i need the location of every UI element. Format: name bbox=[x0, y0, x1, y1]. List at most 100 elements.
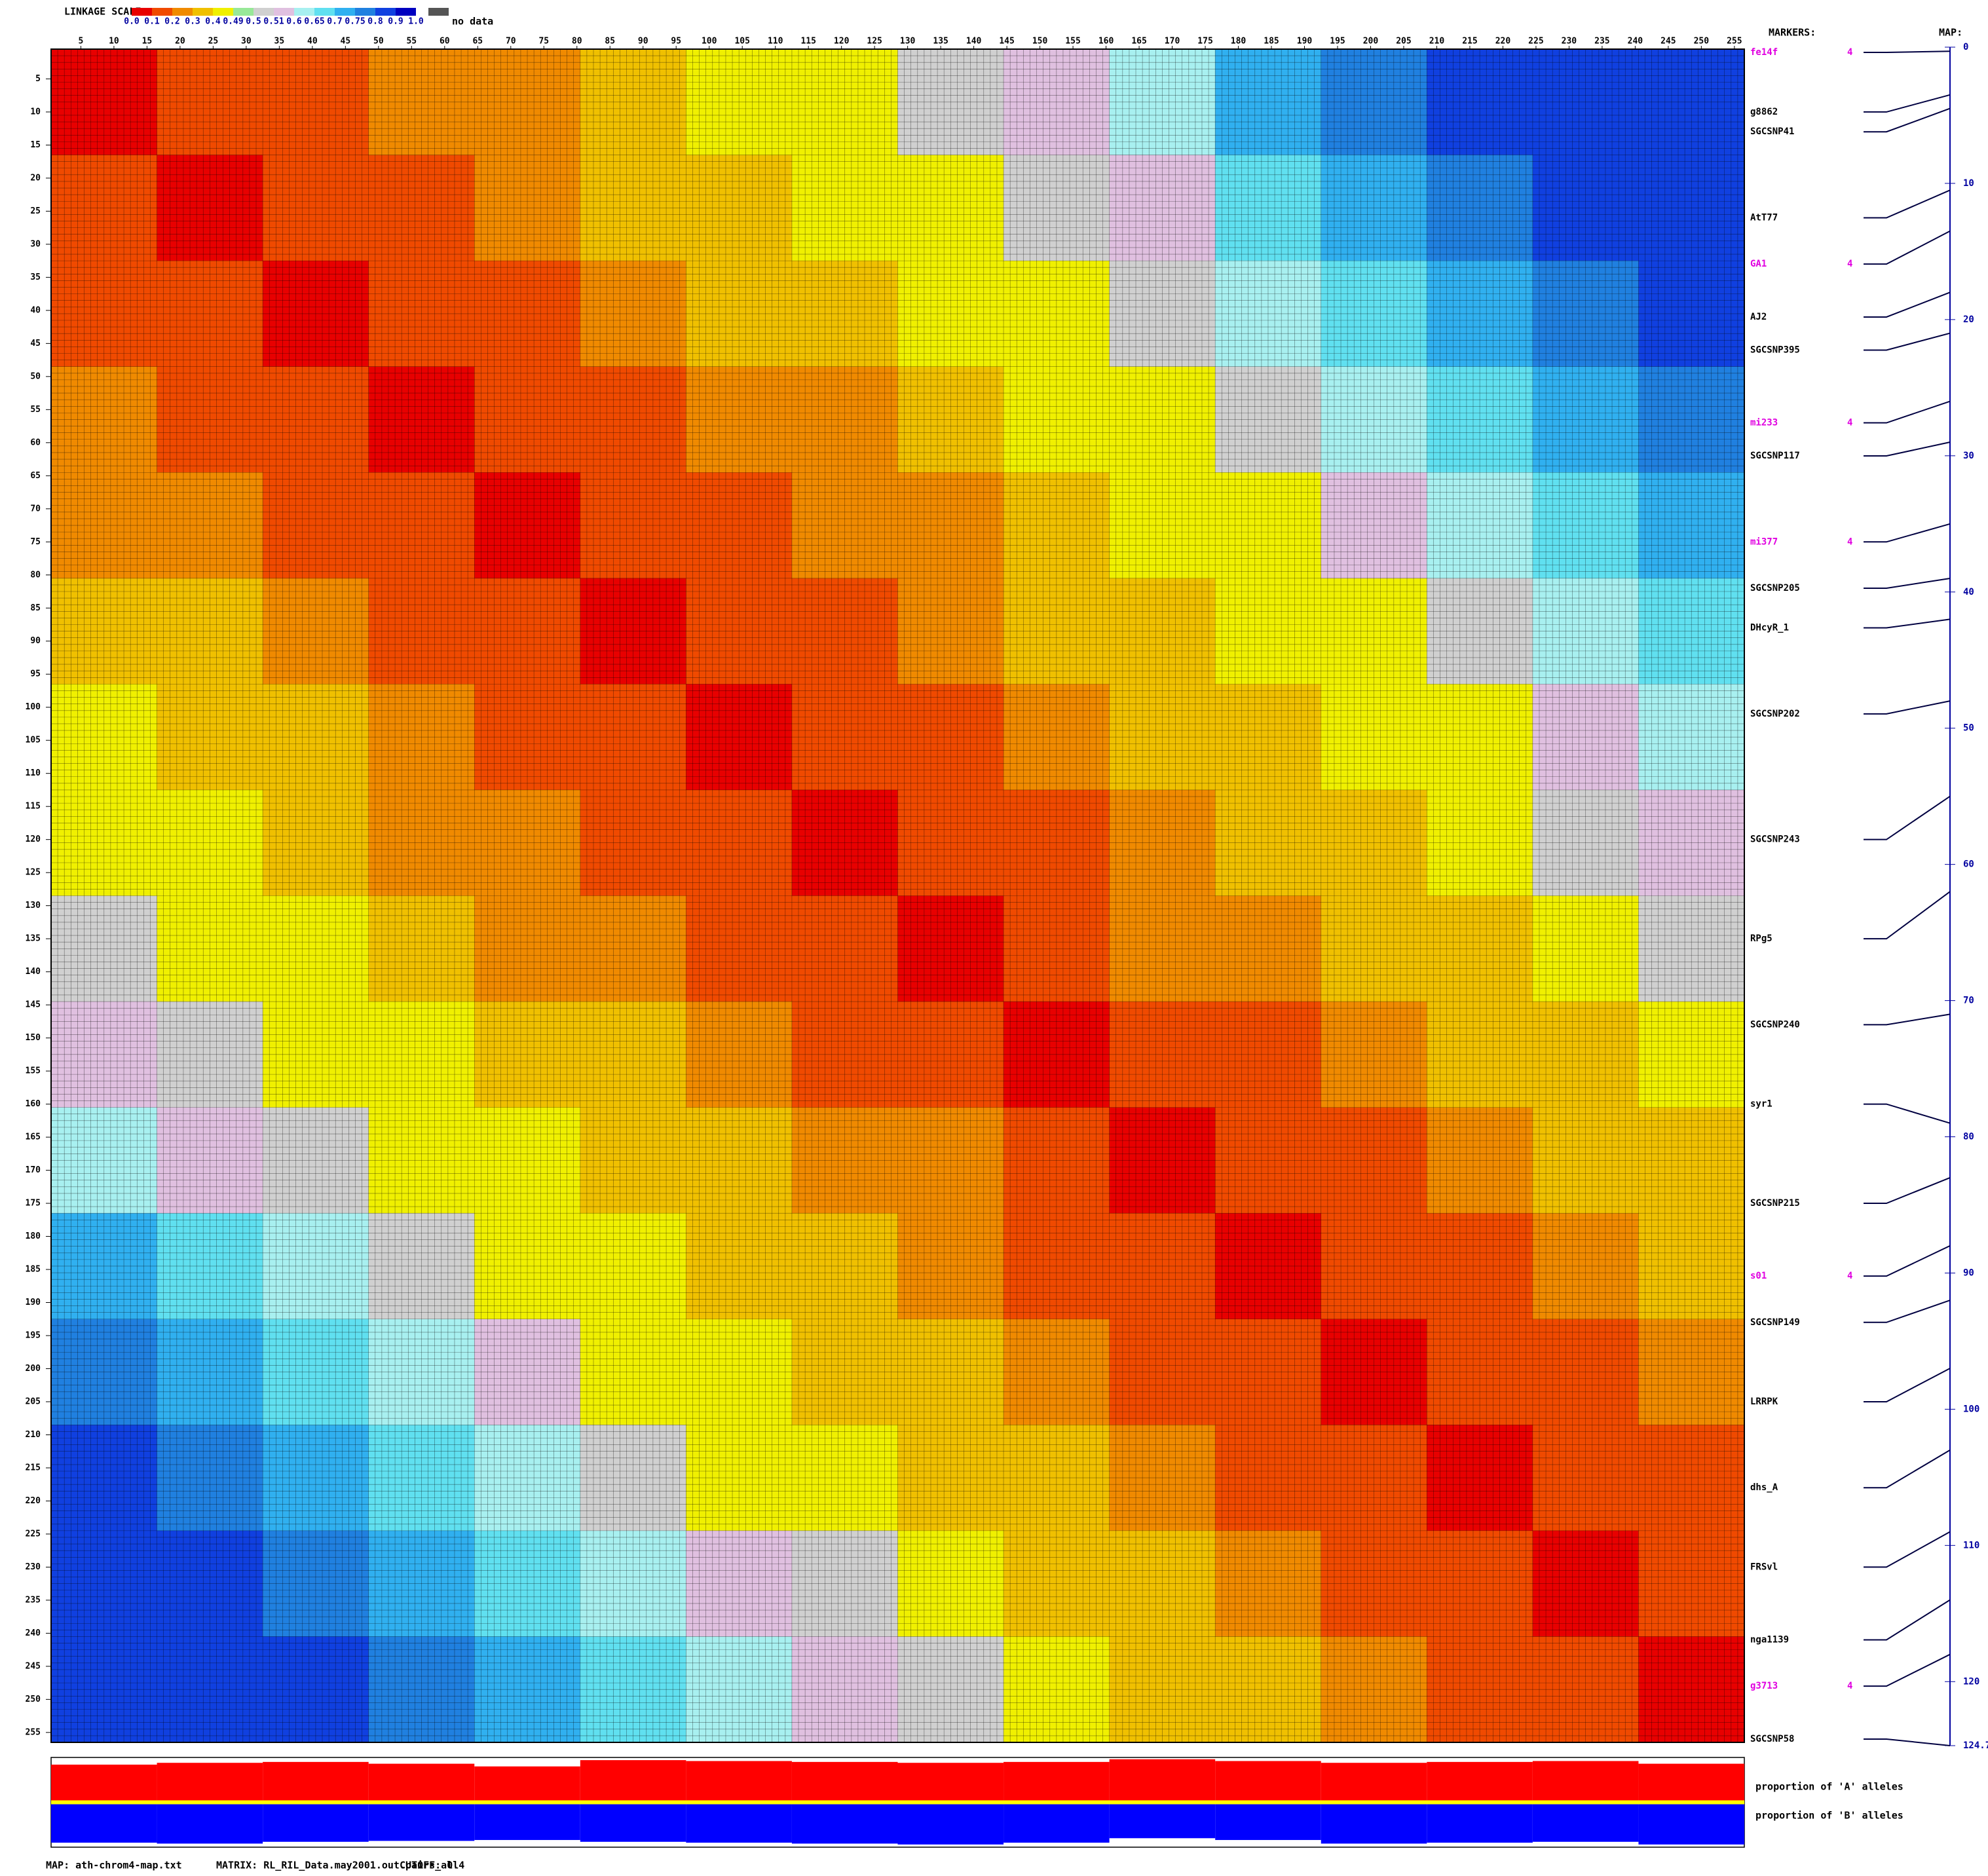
cutoff: CUTOFF: 0.4 bbox=[400, 1860, 464, 1871]
marker-name: DHcyR_1 bbox=[1750, 623, 1789, 633]
y-tick-label: 80 bbox=[30, 570, 41, 580]
map-tick-label: 20 bbox=[1963, 314, 1974, 325]
y-tick-label: 210 bbox=[26, 1430, 41, 1440]
y-tick-label: 25 bbox=[30, 206, 41, 216]
allele-b-bar bbox=[157, 1802, 263, 1844]
map-link bbox=[1864, 1013, 1951, 1026]
x-tick-label: 200 bbox=[1363, 37, 1379, 47]
x-tick-label: 35 bbox=[274, 37, 285, 47]
y-tick-label: 185 bbox=[26, 1265, 41, 1275]
scale-swatch bbox=[193, 8, 213, 16]
allele-b-bar bbox=[897, 1802, 1004, 1845]
y-tick-label: 140 bbox=[26, 967, 41, 977]
matrix-file: MATRIX: RL_RIL_Data.may2001.out.pairs_al… bbox=[216, 1860, 459, 1871]
allele-a-bar bbox=[1321, 1763, 1427, 1803]
map-link bbox=[1864, 1300, 1951, 1323]
y-tick-label: 170 bbox=[26, 1165, 41, 1175]
marker-name: g8862 bbox=[1750, 107, 1778, 117]
allele-a-bar bbox=[1215, 1761, 1321, 1803]
y-tick-label: 115 bbox=[26, 802, 41, 812]
y-tick-label: 130 bbox=[26, 901, 41, 910]
scale-label: 0.75 bbox=[345, 17, 365, 27]
x-tick-label: 100 bbox=[702, 37, 717, 47]
allele-b-bar bbox=[1109, 1802, 1216, 1839]
map-link bbox=[1864, 50, 1951, 54]
allele-b-bar bbox=[1638, 1802, 1744, 1845]
y-tick-label: 20 bbox=[30, 173, 41, 183]
y-tick-label: 150 bbox=[26, 1033, 41, 1043]
map-tick-label: 100 bbox=[1963, 1404, 1979, 1414]
x-tick-label: 250 bbox=[1694, 37, 1710, 47]
scale-label: 0.7 bbox=[327, 17, 342, 27]
scale-title: LINKAGE SCALE: bbox=[64, 6, 147, 18]
y-tick-label: 105 bbox=[26, 736, 41, 745]
map-link bbox=[1864, 700, 1951, 715]
a-label: proportion of 'A' alleles bbox=[1755, 1781, 1904, 1793]
x-tick-label: 115 bbox=[800, 37, 816, 47]
x-tick-label: 165 bbox=[1131, 37, 1146, 47]
y-tick-label: 10 bbox=[30, 107, 41, 117]
allele-a-bar bbox=[897, 1763, 1004, 1803]
y-tick-label: 190 bbox=[26, 1298, 41, 1307]
x-tick-label: 135 bbox=[933, 37, 948, 47]
y-tick-label: 255 bbox=[26, 1727, 41, 1737]
y-tick-label: 205 bbox=[26, 1397, 41, 1406]
marker-name: s01 bbox=[1750, 1271, 1767, 1281]
allele-b-bar bbox=[263, 1802, 369, 1842]
map-link bbox=[1864, 441, 1951, 457]
scale-swatch bbox=[274, 8, 294, 16]
map-link bbox=[1864, 189, 1951, 219]
x-tick-label: 215 bbox=[1462, 37, 1477, 47]
map-link bbox=[1864, 618, 1951, 629]
scale-label: 0.51 bbox=[263, 17, 284, 27]
marker-name: AJ2 bbox=[1750, 312, 1767, 322]
scale-label: 0.3 bbox=[185, 17, 200, 27]
allele-b-bar bbox=[1532, 1802, 1639, 1842]
y-tick-label: 155 bbox=[26, 1066, 41, 1076]
x-tick-label: 70 bbox=[506, 37, 516, 47]
map-tick-label: 110 bbox=[1963, 1540, 1979, 1550]
map-tick-label: 0 bbox=[1963, 42, 1968, 52]
scale-label: 1.0 bbox=[408, 17, 424, 27]
x-tick-label: 95 bbox=[671, 37, 681, 47]
x-tick-label: 50 bbox=[373, 37, 384, 47]
scale-label: 0.65 bbox=[304, 17, 324, 27]
scale-swatch bbox=[375, 8, 396, 16]
allele-a-bar bbox=[1638, 1763, 1744, 1803]
allele-b-bar bbox=[1003, 1802, 1110, 1843]
scale-swatch bbox=[172, 8, 193, 16]
map-link bbox=[1864, 523, 1951, 543]
y-tick-label: 165 bbox=[26, 1133, 41, 1142]
marker-chrom: 4 bbox=[1847, 536, 1852, 547]
x-tick-label: 225 bbox=[1528, 37, 1543, 47]
x-tick-label: 60 bbox=[440, 37, 450, 47]
y-tick-label: 15 bbox=[30, 140, 41, 150]
marker-chrom: 4 bbox=[1847, 1681, 1852, 1691]
map-link bbox=[1864, 332, 1951, 351]
map-tick-label: 120 bbox=[1963, 1676, 1979, 1687]
x-tick-label: 90 bbox=[638, 37, 648, 47]
scale-label: 0.8 bbox=[367, 17, 383, 27]
x-tick-label: 25 bbox=[208, 37, 219, 47]
y-tick-label: 135 bbox=[26, 934, 41, 944]
allele-b-bar bbox=[580, 1802, 686, 1842]
map-link bbox=[1864, 1368, 1951, 1402]
y-tick-label: 120 bbox=[26, 835, 41, 844]
map-tick-label: 30 bbox=[1963, 451, 1974, 461]
x-tick-label: 230 bbox=[1562, 37, 1577, 47]
y-tick-label: 225 bbox=[26, 1529, 41, 1539]
map-link bbox=[1864, 1531, 1951, 1568]
map-tick-label: 124.7 bbox=[1963, 1740, 1988, 1751]
marker-name: SGCSNP41 bbox=[1750, 126, 1794, 137]
map-file: MAP: ath-chrom4-map.txt bbox=[46, 1860, 182, 1871]
x-tick-label: 235 bbox=[1594, 37, 1609, 47]
scale-swatch bbox=[335, 8, 355, 16]
scale-swatch bbox=[253, 8, 274, 16]
marker-name: FRSvl bbox=[1750, 1562, 1778, 1572]
x-tick-label: 210 bbox=[1429, 37, 1445, 47]
marker-name: syr1 bbox=[1750, 1099, 1772, 1110]
map-link bbox=[1864, 1738, 1951, 1746]
scale-label: 0.4 bbox=[205, 17, 221, 27]
x-tick-label: 15 bbox=[142, 37, 153, 47]
